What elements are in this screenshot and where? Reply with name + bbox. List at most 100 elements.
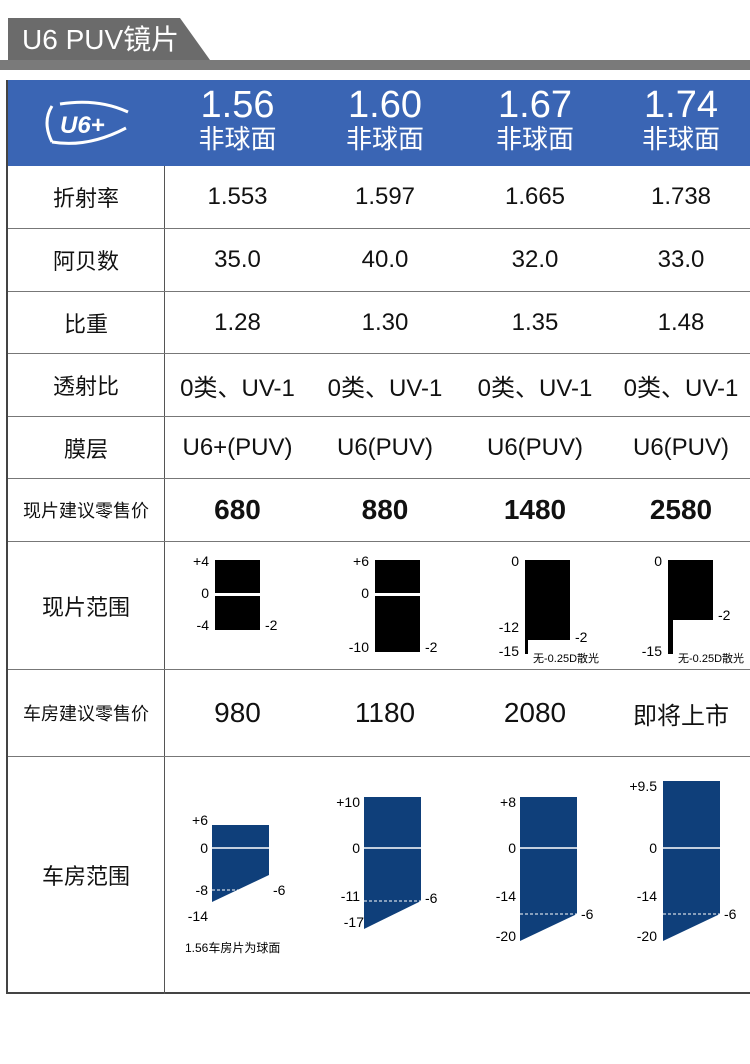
row-label-density: 比重 (63, 311, 108, 337)
row-divider (8, 228, 750, 229)
column-type: 非球面 (198, 124, 277, 154)
range-zero: 0 (649, 840, 657, 856)
range-bottom: -15 (642, 643, 662, 659)
cell: U6+(PUV) (182, 433, 293, 461)
cell: 1.665 (504, 183, 566, 210)
price-cell: 2080 (503, 697, 567, 728)
cell: 1.738 (650, 183, 712, 210)
row-divider (8, 416, 750, 417)
range-bottom: -14 (188, 908, 208, 924)
range-zero: 0 (508, 840, 516, 856)
row-label-stock-range: 现片范围 (41, 594, 130, 620)
cell: 33.0 (657, 246, 705, 273)
range-zero: 0 (200, 840, 208, 856)
cell: 1.28 (214, 308, 261, 336)
price-cell: 2580 (649, 494, 713, 525)
row-label-stock-price: 现片建议零售价 (23, 501, 149, 521)
lab-range-col-2: +10 0 -11 -17 -6 (336, 794, 437, 930)
column-type: 非球面 (641, 124, 720, 154)
row-divider (8, 478, 750, 479)
cell: 32.0 (511, 246, 559, 273)
range-top: +4 (193, 553, 209, 569)
price-cell: 880 (361, 494, 409, 525)
range-mid: -14 (637, 888, 657, 904)
cell: 0类、UV-1 (623, 374, 739, 402)
range-top: +9.5 (629, 778, 657, 794)
range-cyl: -6 (581, 906, 594, 922)
range-mid: -8 (196, 882, 209, 898)
range-bar (668, 560, 713, 620)
zero-line (375, 593, 420, 596)
range-cyl: -6 (273, 882, 286, 898)
range-top: +8 (500, 794, 516, 810)
range-cyl: -6 (724, 906, 737, 922)
range-top: +6 (353, 553, 369, 569)
cell: 35.0 (214, 246, 261, 273)
column-index: 1.60 (348, 84, 422, 126)
range-zero: 0 (361, 585, 369, 601)
range-zero: 0 (201, 585, 209, 601)
cell: 1.48 (657, 308, 705, 336)
column-index: 1.67 (498, 84, 572, 126)
column-header-1: 1.56 非球面 (165, 86, 310, 154)
column-header-4: 1.74 非球面 (610, 86, 750, 154)
cell: 1.597 (354, 183, 416, 210)
zero-line (215, 593, 260, 596)
stock-range-diagrams: +4 0 -4 -2 +6 0 -10 -2 0 -12 -15 -2 无-0.… (193, 553, 744, 665)
cell: 0类、UV-1 (477, 374, 593, 402)
range-top: 0 (654, 553, 662, 569)
page-title: U6 PUV镜片 (22, 24, 180, 55)
logo-text: U6+ (60, 112, 105, 139)
column-type: 非球面 (345, 124, 424, 154)
lab-range-col-3: +8 0 -14 -20 -6 (496, 794, 594, 944)
price-cell: 680 (214, 494, 261, 525)
range-cyl: -2 (575, 629, 588, 645)
price-cell: 即将上市 (633, 702, 729, 730)
range-note: 1.56车房片为球面 (185, 940, 280, 955)
price-cell: 980 (214, 697, 261, 728)
page-header: U6 PUV镜片 (0, 0, 750, 70)
range-top: +10 (336, 794, 360, 810)
lab-range-col-1: +6 0 -8 -14 -6 1.56车房片为球面 (185, 812, 286, 955)
row-divider (8, 756, 750, 757)
range-bar (375, 560, 420, 652)
row-label-refractive: 折射率 (52, 186, 119, 211)
cell: U6(PUV) (336, 433, 433, 461)
row-label-lab-range: 车房范围 (41, 863, 130, 889)
column-type: 非球面 (495, 124, 574, 154)
range-mid: -12 (499, 619, 519, 635)
range-shape (212, 825, 269, 902)
cell: 1.553 (207, 183, 268, 210)
range-cyl: -2 (265, 617, 278, 633)
header-shape (0, 18, 750, 70)
range-note: 无-0.25D散光 (678, 651, 744, 665)
row-label-coating: 膜层 (63, 436, 108, 462)
range-note: 无-0.25D散光 (533, 651, 599, 665)
row-divider (8, 669, 750, 670)
table-header-row: U6+ 1.56 非球面 1.60 非球面 1.67 非球面 1.74 非球面 (8, 80, 750, 166)
range-cyl: -2 (425, 639, 438, 655)
range-top: 0 (511, 553, 519, 569)
cell: 40.0 (361, 246, 409, 273)
stock-range-col-4: 0 -15 -2 无-0.25D散光 (642, 553, 744, 665)
cell: U6(PUV) (632, 433, 729, 461)
stock-range-col-3: 0 -12 -15 -2 无-0.25D散光 (499, 553, 599, 665)
range-bottom: -15 (499, 643, 519, 659)
lab-range-diagrams: +6 0 -8 -14 -6 1.56车房片为球面 +10 0 -11 -17 … (185, 778, 737, 955)
range-zero: 0 (352, 840, 360, 856)
cell: U6(PUV) (486, 433, 583, 461)
column-index: 1.74 (644, 84, 718, 126)
stock-range-col-2: +6 0 -10 -2 (349, 553, 438, 655)
range-bottom: -20 (496, 928, 516, 944)
range-cyl: -2 (718, 607, 731, 623)
range-mid: -11 (341, 888, 360, 904)
stock-range-col-1: +4 0 -4 -2 (193, 553, 278, 633)
column-divider (164, 166, 165, 994)
row-divider (8, 541, 750, 542)
row-divider (8, 291, 750, 292)
column-header-2: 1.60 非球面 (310, 86, 460, 154)
range-tail (525, 640, 528, 654)
column-index: 1.56 (200, 84, 275, 126)
u6-logo: U6+ (38, 98, 136, 150)
column-header-3: 1.67 非球面 (460, 86, 610, 154)
